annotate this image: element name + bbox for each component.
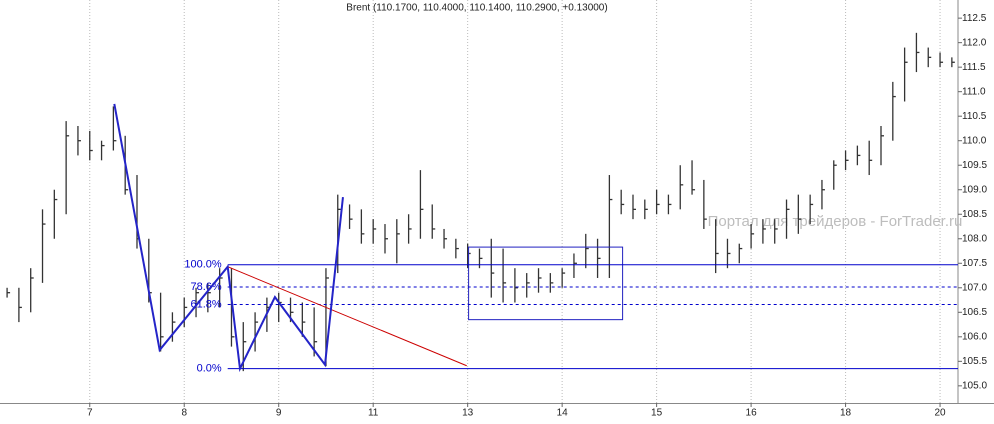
y-tick-label: 110.5 [962,111,987,122]
rectangle-drawing [468,246,624,321]
y-tick-label: 105.0 [962,380,987,391]
fib-label: 61.8% [190,298,221,310]
x-tick-label: 13 [462,408,474,419]
x-tick-label: 8 [181,408,187,419]
x-tick-label: 20 [934,408,946,419]
x-tick-label: 11 [368,408,379,419]
y-tick-label: 112.0 [962,37,987,48]
fib-label: 78.6% [190,281,221,293]
y-tick-label: 111.5 [962,62,986,73]
y-tick-label: 108.5 [962,209,987,220]
chart-title: Brent (110.1700, 110.4000, 110.1400, 110… [346,3,607,14]
trend-line [227,266,467,367]
x-tick-label: 15 [651,408,663,419]
y-tick-label: 106.5 [962,307,987,318]
y-tick-label: 107.5 [962,258,987,269]
y-tick-label: 105.5 [962,356,987,367]
x-tick-label: 9 [276,408,282,419]
fib-label: 100.0% [184,259,222,271]
y-tick-label: 111.0 [962,86,986,97]
watermark: Портал для трейдеров - ForTrader.ru [708,213,963,230]
fib-label: 0.0% [197,363,222,375]
x-tick-label: 18 [840,408,852,419]
y-tick-label: 109.0 [962,184,987,195]
x-tick-label: 7 [87,408,93,419]
y-tick-label: 109.5 [962,160,987,171]
y-tick-label: 112.5 [962,13,987,24]
x-tick-label: 16 [746,408,758,419]
y-tick-label: 107.0 [962,282,987,293]
x-tick-label: 14 [557,408,569,419]
y-tick-label: 110.0 [962,135,987,146]
y-tick-label: 106.0 [962,331,987,342]
zigzag-line [113,103,344,373]
y-tick-label: 108.0 [962,233,987,244]
